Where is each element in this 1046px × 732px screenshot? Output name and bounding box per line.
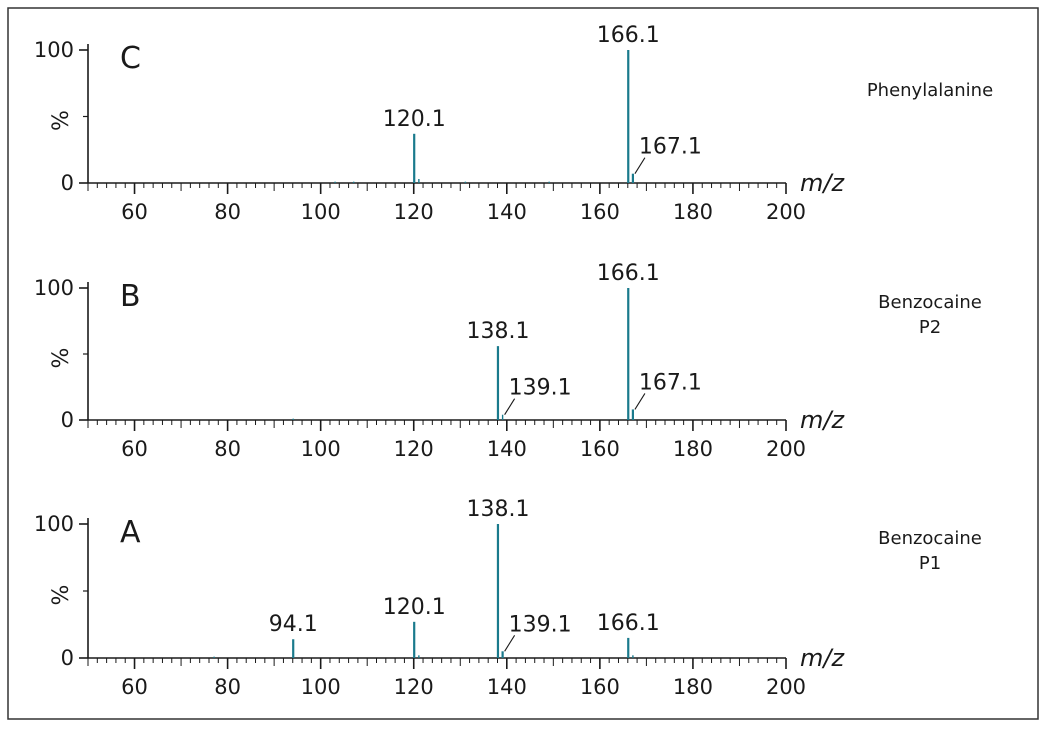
peak-leader [634,157,646,174]
x-tick-label: 60 [121,437,148,461]
x-tick-label: 80 [214,200,241,224]
peak-label: 120.1 [383,595,446,620]
peak-label: 94.1 [269,612,318,637]
x-tick-label: 80 [214,675,241,699]
compound-label: P1 [919,553,941,574]
x-tick-label: 180 [673,200,713,224]
peak-label: 167.1 [639,370,702,395]
compound-label: Benzocaine [878,292,982,313]
figure-border [7,7,1039,720]
x-tick-label: 60 [121,675,148,699]
x-tick-label: 180 [673,437,713,461]
x-tick-label: 160 [580,200,620,224]
peak-leader [504,398,516,416]
x-tick-label: 80 [214,437,241,461]
peak-label: 120.1 [383,107,446,132]
compound-label: Benzocaine [878,528,982,549]
spectrum-panel-c: 0 100% 60 80 100 120 140 160 180 200 m/z C Phenylala… [34,23,993,224]
x-tick-label: 100 [301,437,341,461]
y-axis-title: % [49,348,74,369]
x-axis-title: m/z [800,406,845,434]
x-tick-label: 160 [580,437,620,461]
x-axis-title: m/z [800,169,845,197]
peak-label: 138.1 [466,319,529,344]
x-tick-label: 180 [673,675,713,699]
x-tick-label: 140 [487,437,527,461]
compound-label: P2 [919,317,941,338]
y-tick-label: 100 [34,38,74,62]
x-tick-label: 140 [487,200,527,224]
x-axis-title: m/z [800,644,845,672]
x-tick-label: 120 [394,200,434,224]
panel-letter: B [120,279,141,314]
peak-leader [504,635,516,652]
peak-label: 138.1 [466,497,529,522]
x-tick-label: 200 [766,675,806,699]
peak-label: 139.1 [509,612,572,637]
y-tick-label: 0 [61,171,74,195]
panel-letter: A [120,515,141,550]
y-tick-label: 100 [34,276,74,300]
x-tick-label: 160 [580,675,620,699]
y-axis-title: % [49,110,74,131]
peak-label: 166.1 [597,23,660,48]
compound-label: Phenylalanine [867,80,993,101]
x-tick-label: 100 [301,675,341,699]
spectrum-panel-a: 0 100% 60 80 100 120 140 160 180 200 m/z A Benzocain… [34,497,982,699]
peak-leader [634,393,646,410]
spectrum-panel-b: 0 100% 60 80 100 120 140 160 180 200 m/z B Benzocain… [34,261,982,461]
y-tick-label: 0 [61,646,74,670]
peak-label: 166.1 [597,611,660,636]
x-tick-label: 120 [394,675,434,699]
y-tick-label: 0 [61,408,74,432]
x-tick-label: 60 [121,200,148,224]
y-tick-label: 100 [34,512,74,536]
x-tick-label: 200 [766,437,806,461]
x-tick-label: 200 [766,200,806,224]
x-tick-label: 120 [394,437,434,461]
peak-label: 167.1 [639,135,702,160]
peak-label: 139.1 [509,376,572,401]
y-axis-title: % [49,585,74,606]
x-tick-label: 100 [301,200,341,224]
x-tick-label: 140 [487,675,527,699]
peak-label: 166.1 [597,261,660,286]
panel-letter: C [120,41,141,76]
